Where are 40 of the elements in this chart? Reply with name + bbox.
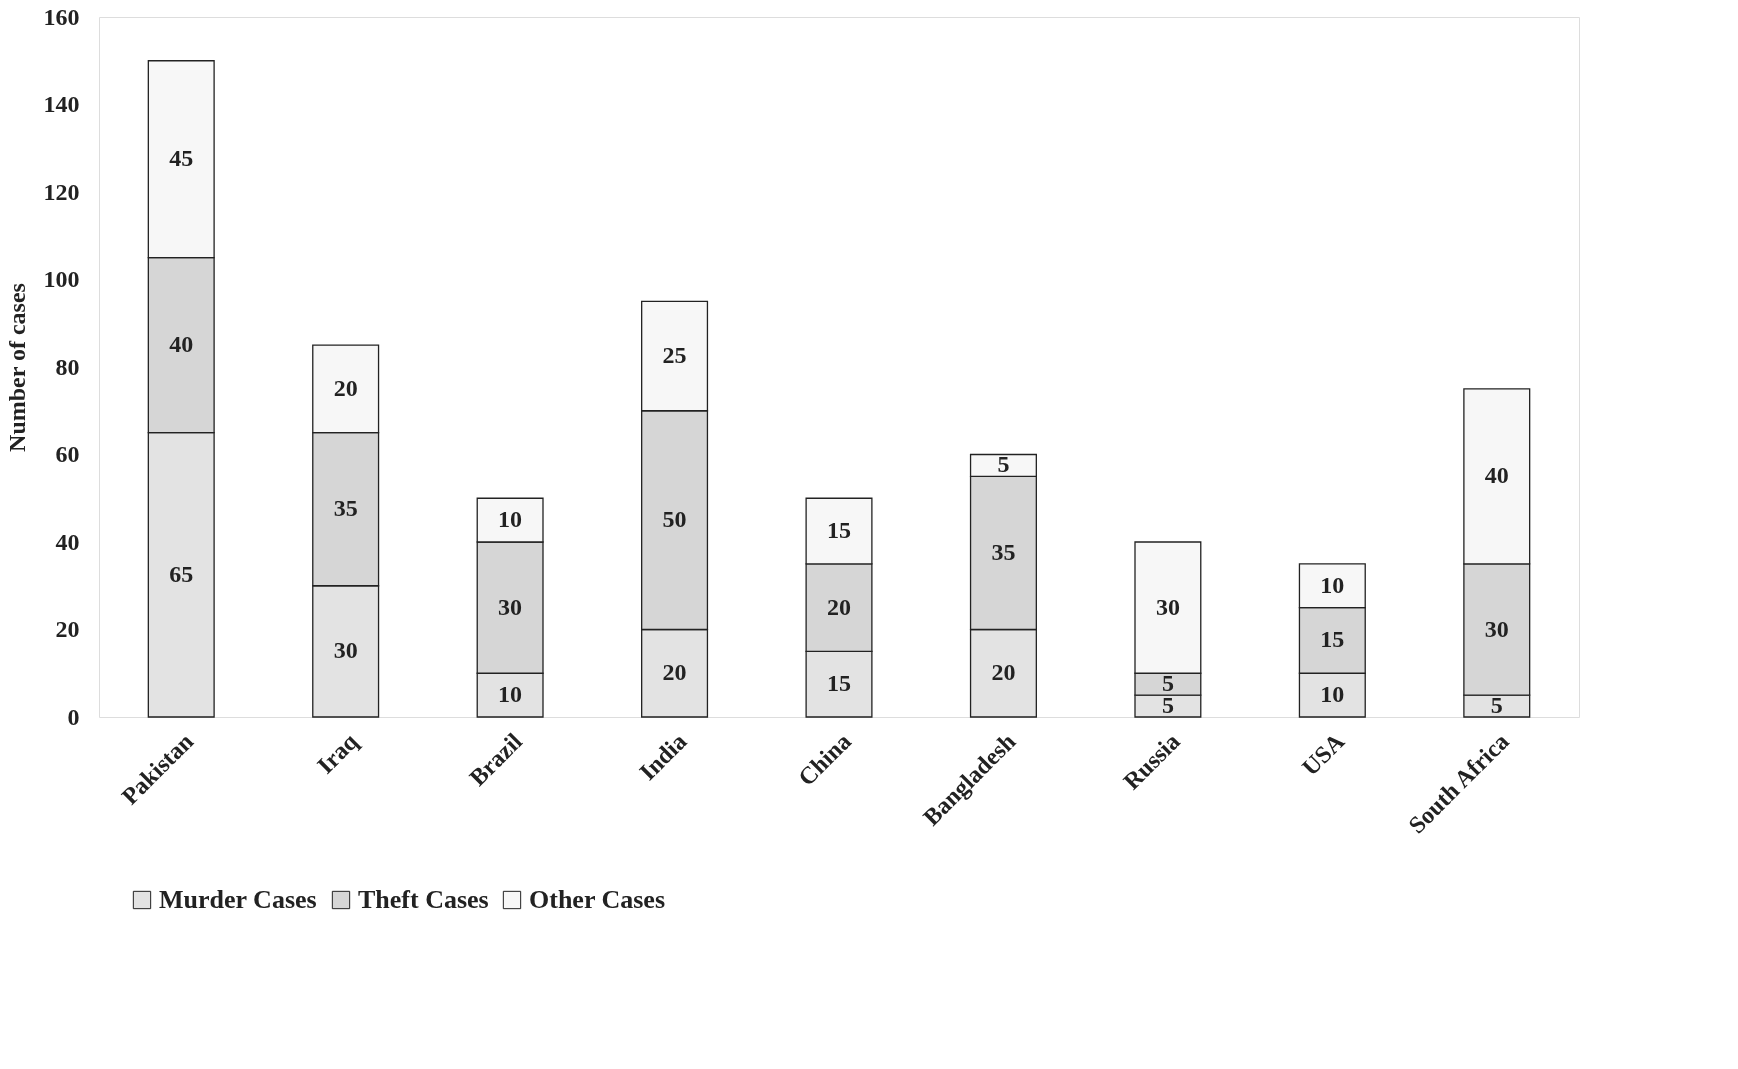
y-tick-label: 0 [67, 703, 80, 730]
data-label: 10 [498, 681, 523, 708]
data-label: 40 [1484, 462, 1509, 489]
x-tick-label: USA [1296, 727, 1350, 781]
data-label: 15 [827, 517, 851, 544]
y-tick-label: 40 [55, 528, 80, 555]
data-label: 30 [1484, 615, 1509, 642]
data-label: 20 [827, 593, 851, 620]
data-label: 5 [1490, 692, 1503, 719]
y-tick-label: 120 [43, 178, 80, 205]
data-label: 20 [991, 659, 1016, 686]
data-label: 15 [1320, 626, 1345, 653]
data-label: 30 [1155, 593, 1180, 620]
legend-label: Other Cases [529, 885, 666, 914]
data-label: 30 [498, 593, 523, 620]
legend-label: Theft Cases [358, 885, 489, 914]
y-axis-title: Number of cases [3, 283, 30, 452]
data-label: 35 [333, 495, 358, 522]
y-tick-label: 20 [55, 616, 80, 642]
data-label: 20 [662, 659, 687, 686]
data-label: 25 [662, 342, 687, 369]
data-label: 50 [662, 506, 687, 533]
data-label: 15 [827, 670, 851, 697]
data-label: 5 [997, 451, 1010, 478]
y-tick-label: 80 [55, 353, 80, 380]
data-label: 10 [1320, 681, 1345, 708]
data-label: 30 [333, 637, 358, 664]
legend-label: Murder Cases [159, 885, 317, 914]
y-tick-label: 160 [43, 3, 80, 30]
data-label: 65 [169, 560, 194, 587]
y-tick-label: 60 [55, 441, 80, 467]
y-tick-label: 100 [43, 266, 80, 292]
data-label: 10 [1320, 571, 1345, 598]
data-label: 10 [498, 506, 523, 533]
x-tick-label: Iraq [312, 727, 364, 779]
data-label: 45 [169, 145, 194, 172]
y-tick-label: 140 [43, 91, 80, 117]
data-label: 35 [991, 538, 1016, 565]
data-label: 40 [169, 331, 194, 358]
data-label: 20 [333, 374, 358, 401]
